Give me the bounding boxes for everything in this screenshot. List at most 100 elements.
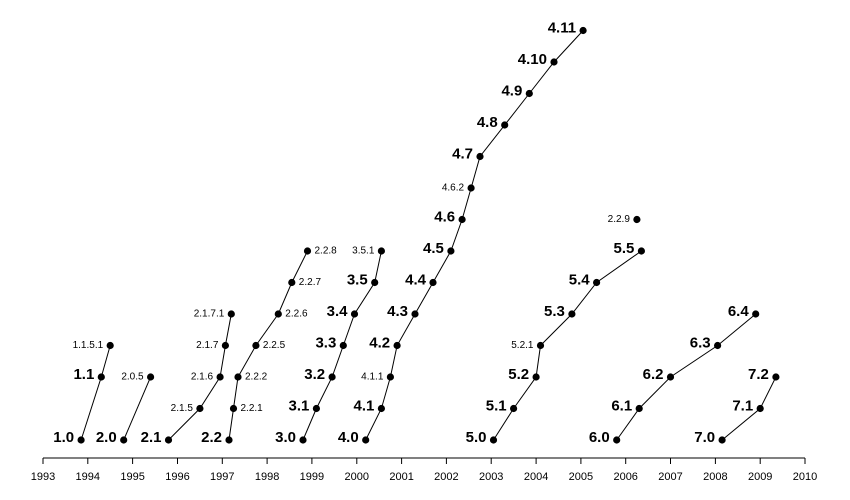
data-point: [299, 436, 307, 444]
point-label: 4.5: [423, 240, 444, 257]
data-point: [229, 404, 238, 413]
series-line: [80, 345, 111, 441]
x-tick-label: 2002: [434, 471, 458, 483]
data-point: [532, 373, 540, 381]
data-point: [147, 373, 155, 381]
point-label: 6.3: [690, 334, 711, 351]
data-point: [234, 373, 242, 381]
data-point: [458, 215, 466, 224]
x-tick-label: 1995: [120, 471, 144, 483]
x-tick-label: 2008: [703, 471, 727, 483]
series-line: [123, 376, 152, 441]
point-label: 1.1.5.1: [73, 340, 104, 351]
x-tick-label: 1994: [76, 471, 100, 483]
data-point: [386, 373, 394, 381]
point-label: 3.5: [347, 271, 368, 288]
point-label: 2.2.6: [285, 309, 308, 320]
data-point: [447, 247, 455, 255]
point-label: 4.8: [477, 114, 498, 131]
point-label: 2.2.2: [245, 372, 268, 383]
point-label: 2.2.7: [299, 277, 322, 288]
point-label: 1.1: [73, 366, 94, 383]
x-tick-label: 1993: [31, 471, 55, 483]
data-point: [752, 310, 760, 318]
point-label: 4.0: [338, 429, 359, 446]
point-label: 7.0: [694, 429, 715, 446]
point-label: 1.0: [53, 429, 74, 446]
data-point: [476, 152, 484, 161]
point-label: 2.2.8: [315, 246, 338, 257]
point-label: 5.2: [508, 366, 529, 383]
data-point: [216, 373, 224, 381]
data-point: [633, 215, 641, 224]
data-point: [339, 341, 347, 350]
point-label: 2.1.7: [196, 340, 219, 351]
point-label: 2.2: [201, 429, 222, 446]
point-label: 5.1: [486, 397, 507, 414]
x-tick-label: 1997: [210, 471, 234, 483]
point-label: 2.1.7.1: [194, 309, 225, 320]
data-point: [467, 184, 475, 192]
point-label: 4.6.2: [442, 183, 465, 194]
data-point: [312, 404, 320, 413]
data-point: [509, 404, 518, 413]
x-tick-label: 2004: [524, 471, 548, 483]
data-point: [429, 278, 437, 287]
data-point: [227, 310, 235, 318]
point-label: 2.1.6: [191, 372, 214, 383]
data-point: [593, 278, 601, 287]
data-point: [550, 58, 558, 66]
data-point: [106, 341, 114, 350]
point-label: 2.2.1: [241, 403, 264, 414]
data-point: [568, 310, 576, 318]
data-point: [377, 404, 385, 413]
point-label: 2.2.9: [608, 214, 631, 225]
point-label: 5.4: [569, 271, 591, 288]
data-point: [756, 404, 764, 413]
data-point: [328, 373, 336, 381]
point-label: 2.0.5: [121, 372, 144, 383]
point-label: 6.2: [643, 366, 664, 383]
point-label: 2.1: [141, 429, 162, 446]
data-point: [196, 404, 204, 413]
point-label: 4.1.1: [361, 372, 384, 383]
point-label: 5.0: [466, 429, 487, 446]
point-label: 4.3: [387, 303, 408, 320]
x-tick-label: 1998: [255, 471, 279, 483]
point-label: 3.4: [327, 303, 349, 320]
data-point: [393, 341, 401, 350]
point-label: 4.4: [405, 271, 427, 288]
data-point: [579, 26, 587, 35]
data-point: [221, 341, 229, 350]
point-label: 5.2.1: [511, 340, 534, 351]
x-tick-label: 2006: [613, 471, 637, 483]
point-label: 4.11: [548, 19, 576, 36]
point-label: 7.1: [732, 397, 753, 414]
point-label: 3.1: [289, 397, 310, 414]
x-tick-label: 2005: [569, 471, 593, 483]
data-point: [225, 436, 233, 444]
data-point: [536, 341, 545, 350]
x-tick-label: 2000: [345, 471, 369, 483]
data-point: [77, 436, 85, 444]
data-point: [666, 373, 675, 381]
data-point: [525, 89, 533, 98]
data-point: [288, 278, 296, 287]
point-label: 3.5.1: [352, 246, 375, 257]
x-tick-label: 2009: [748, 471, 772, 483]
x-tick-label: 2007: [658, 471, 682, 483]
x-tick-label: 1996: [165, 471, 189, 483]
point-label: 3.2: [304, 366, 325, 383]
point-label: 5.3: [544, 303, 565, 320]
data-point: [164, 436, 173, 444]
data-point: [274, 310, 282, 318]
data-point: [252, 341, 260, 350]
series-line: [616, 313, 757, 441]
data-point: [411, 310, 419, 318]
data-point: [377, 247, 385, 255]
point-label: 4.1: [354, 397, 375, 414]
x-tick-label: 1999: [300, 471, 324, 483]
data-point: [613, 436, 621, 444]
point-label: 6.0: [589, 429, 610, 446]
